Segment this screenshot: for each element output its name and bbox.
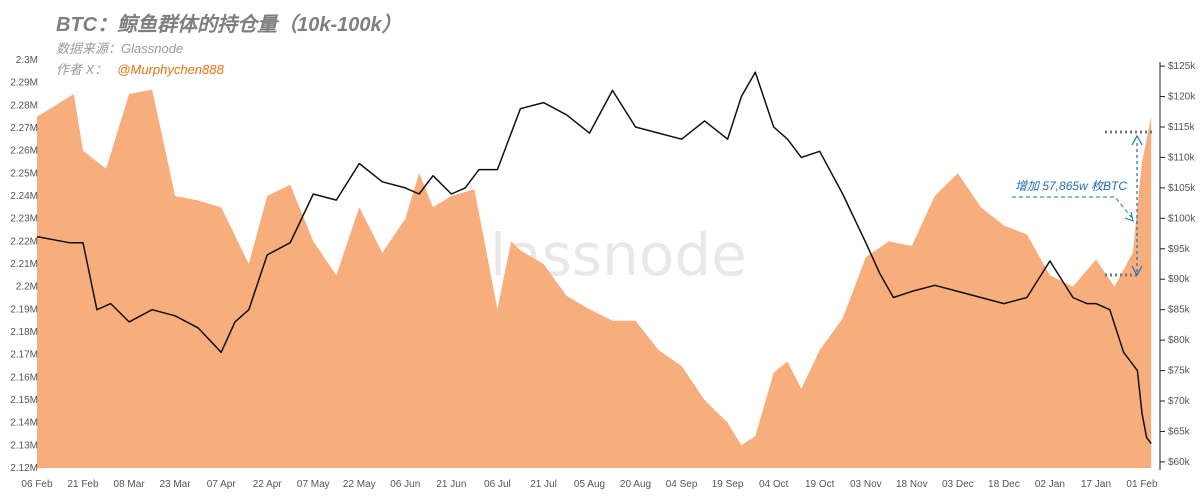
x-tick-label: 07 Apr: [207, 479, 237, 490]
left-axis: 2.12M 2.13M 2.14M 2.15M 2.16M 2.17M 2.18M 2.19M…: [10, 55, 38, 474]
annotation-leader: [1012, 196, 1133, 219]
right-tick-label: $90k: [1168, 274, 1191, 285]
x-tick-label: 05 Aug: [574, 479, 605, 490]
left-tick-label: 2.3M: [16, 55, 38, 66]
x-tick-label: 04 Sep: [666, 479, 698, 490]
left-tick-label: 2.19M: [10, 304, 38, 315]
x-tick-label: 23 Mar: [160, 479, 192, 490]
left-tick-label: 2.29M: [10, 78, 38, 89]
author-label: 作者 X：: [56, 62, 108, 77]
left-tick-label: 2.16M: [10, 372, 38, 383]
x-tick-label: 18 Nov: [896, 479, 928, 490]
watermark: glassnode: [453, 221, 747, 289]
right-tick-label: $120k: [1168, 92, 1196, 103]
x-tick-label: 22 Apr: [253, 479, 283, 490]
x-tick-label: 06 Feb: [21, 479, 53, 490]
left-tick-label: 2.26M: [10, 146, 38, 157]
right-tick-label: $125k: [1168, 61, 1196, 72]
author-line: 作者 X： @Murphychen888: [56, 59, 224, 78]
right-tick-label: $80k: [1168, 335, 1191, 346]
left-tick-label: 2.14M: [10, 418, 38, 429]
left-tick-label: 2.22M: [10, 236, 38, 247]
right-tick-label: $95k: [1168, 244, 1191, 255]
x-tick-label: 03 Nov: [850, 479, 882, 490]
x-tick-label: 21 Jul: [530, 479, 557, 490]
x-tick-label: 08 Mar: [114, 479, 146, 490]
left-tick-label: 2.24M: [10, 191, 38, 202]
left-tick-label: 2.21M: [10, 259, 38, 270]
chart-title: BTC：鲸鱼群体的持仓量（10k-100k）: [56, 14, 402, 36]
x-axis: 06 Feb 21 Feb 08 Mar 23 Mar 07 Apr 22 Apr 07 M…: [21, 479, 1158, 490]
x-tick-label: 21 Jun: [436, 479, 466, 490]
left-tick-label: 2.17M: [10, 350, 38, 361]
x-tick-label: 19 Sep: [712, 479, 744, 490]
x-tick-label: 06 Jul: [484, 479, 511, 490]
right-tick-label: $85k: [1168, 305, 1191, 316]
left-tick-label: 2.15M: [10, 395, 38, 406]
annotation-leader-arrow: [1124, 211, 1134, 222]
x-tick-label: 01 Feb: [1126, 479, 1158, 490]
right-tick-label: $65k: [1168, 427, 1191, 438]
left-tick-label: 2.12M: [10, 463, 38, 474]
x-tick-label: 21 Feb: [67, 479, 99, 490]
left-tick-label: 2.25M: [10, 168, 38, 179]
price-line-layer: [36, 71, 1152, 445]
x-tick-label: 20 Aug: [620, 479, 651, 490]
x-tick-label: 18 Dec: [988, 479, 1020, 490]
btc-price-line: [36, 71, 1152, 445]
x-tick-label: 04 Oct: [759, 479, 789, 490]
x-tick-label: 22 May: [343, 479, 376, 490]
left-tick-label: 2.28M: [10, 100, 38, 111]
annotation-label: 增加 57,865w 枚BTC: [1015, 179, 1127, 193]
right-tick-label: $110k: [1168, 152, 1196, 163]
increase-annotation: 增加 57,865w 枚BTC: [1012, 130, 1152, 277]
holdings-area-layer: [37, 89, 1152, 468]
right-tick-label: $115k: [1168, 122, 1196, 133]
author-handle: @Murphychen888: [117, 62, 224, 77]
annotation-arrow-head-down: [1131, 265, 1143, 277]
x-tick-label: 03 Dec: [942, 479, 974, 490]
x-tick-label: 17 Jan: [1081, 479, 1111, 490]
right-tick-label: $105k: [1168, 183, 1196, 194]
annotation-arrow-head-up: [1131, 134, 1143, 146]
right-tick-label: $60k: [1168, 457, 1191, 468]
x-tick-label: 07 May: [297, 479, 330, 490]
left-tick-label: 2.18M: [10, 327, 38, 338]
x-tick-label: 02 Jan: [1035, 479, 1065, 490]
right-tick-label: $75k: [1168, 366, 1191, 377]
x-tick-label: 06 Jun: [390, 479, 420, 490]
left-tick-label: 2.2M: [16, 282, 38, 293]
data-source: 数据来源：Glassnode: [56, 41, 184, 56]
left-tick-label: 2.23M: [10, 214, 38, 225]
holdings-area: [37, 89, 1152, 468]
right-tick-label: $70k: [1168, 396, 1191, 407]
right-axis: $60k $65k $70k $75k $80k $85k $90k $95k $100k $10…: [1160, 61, 1196, 468]
right-tick-label: $100k: [1168, 213, 1196, 224]
x-tick-label: 19 Oct: [805, 479, 835, 490]
left-tick-label: 2.13M: [10, 440, 38, 451]
left-tick-label: 2.27M: [10, 123, 38, 134]
